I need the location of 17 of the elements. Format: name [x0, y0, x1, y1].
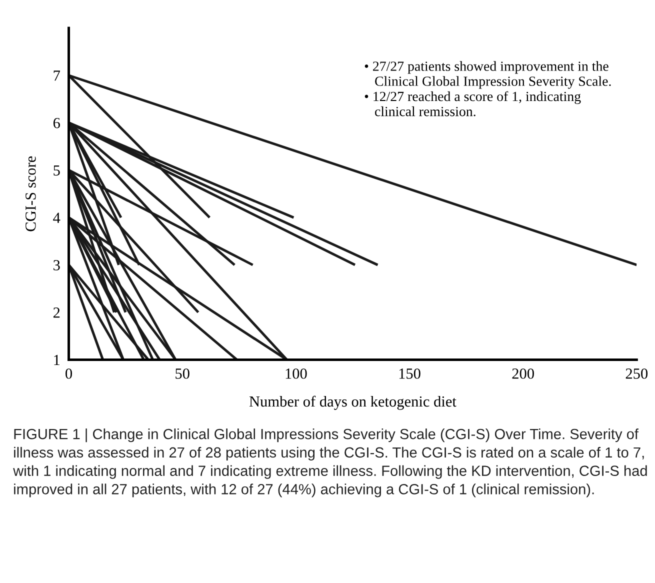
y-tick-label: 3 [54, 260, 60, 270]
x-tick-label: 200 [512, 368, 534, 379]
x-tick-label: 100 [286, 368, 307, 379]
x-tick-label: 0 [66, 368, 72, 379]
y-tick-label: 5 [54, 165, 60, 176]
x-tick-label: 150 [399, 368, 420, 379]
y-tick-label: 2 [53, 308, 60, 318]
x-axis-title: Number of days on ketogenic diet [249, 396, 456, 410]
x-tick-label: 250 [626, 368, 648, 379]
y-axis-title: CGI-S score [26, 156, 36, 232]
annotation: • 27/27 patients showed improvement in the Clinical Global Impression Severity Scale. • 12/27 reached a score of 1, indicating clinical remission. [364, 61, 611, 116]
y-tick-label: 4 [53, 212, 60, 223]
x-tick-label: 50 [176, 368, 190, 379]
caption: FIGURE 1 | Change in Clinical Global Impressions Severity Scale (CGI-S) Over Time. Severity of illness was assessed in 27 of 28 patients using the CGI-S. The CGI-S is rated on a scale of 1 to 7, with 1 indicating normal and 7 indicating extreme illness. Following the KD intervention, CGI-S had improved in all 27 patients, with 12 of 27 (44%) achieving a CGI-S of 1 (clinical remission). [13, 428, 647, 498]
y-tick-label: 6 [53, 118, 60, 128]
y-tick-label: 1 [54, 354, 60, 366]
y-tick-label: 7 [54, 70, 60, 81]
